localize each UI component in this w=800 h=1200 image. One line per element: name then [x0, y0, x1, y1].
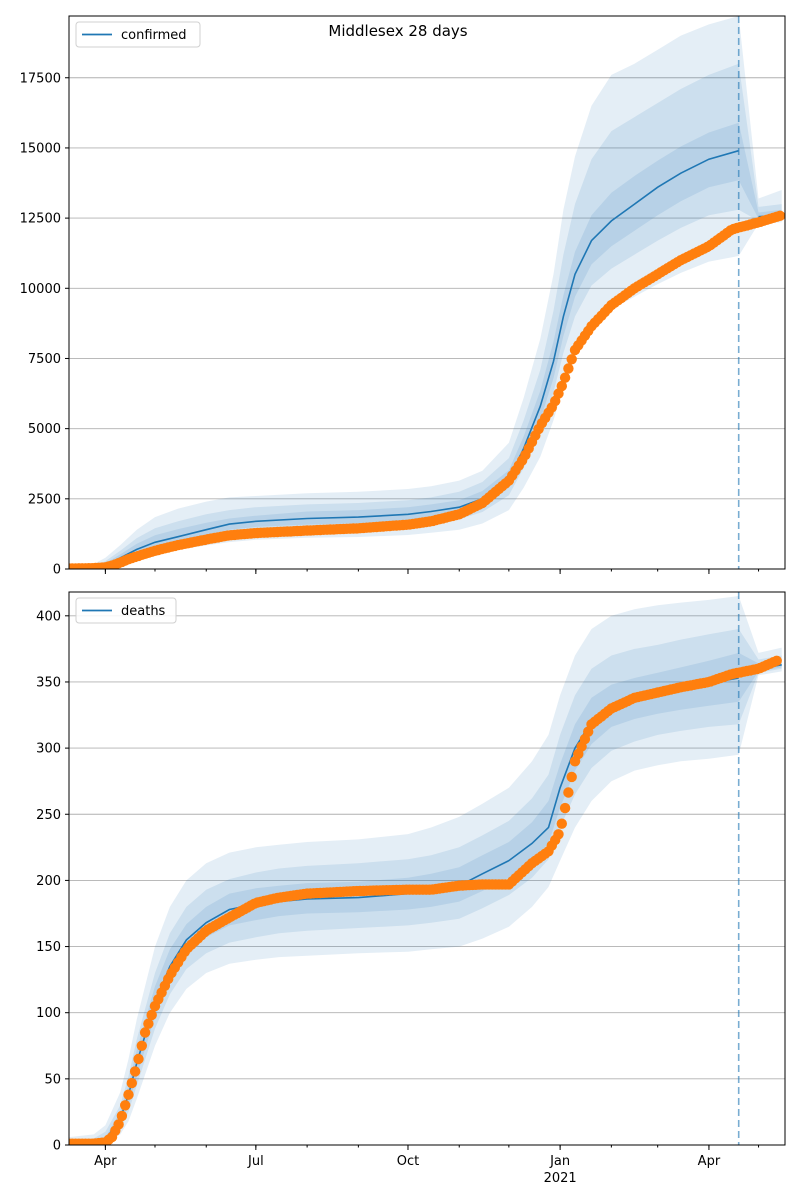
observed-point [143, 1018, 154, 1029]
observed-point [556, 380, 567, 392]
credible-band-outer [69, 596, 782, 1145]
y-tick-label: 5000 [28, 422, 61, 437]
y-tick-label: 300 [36, 742, 61, 757]
plot-area [69, 592, 782, 1145]
observed-point [771, 655, 782, 666]
y-tick-label: 17500 [20, 71, 61, 86]
y-tick-label: 350 [36, 675, 61, 690]
x-tick-label: Jan [549, 1154, 570, 1169]
y-tick-label: 12500 [20, 212, 61, 227]
y-tick-label: 15000 [20, 141, 61, 156]
observed-point [563, 363, 574, 374]
credible-band-middle [69, 63, 782, 569]
y-tick-label: 7500 [28, 352, 61, 367]
y-tick-label: 250 [36, 808, 61, 823]
median-line [69, 149, 739, 569]
legend-label: confirmed [121, 28, 187, 43]
y-tick-label: 100 [36, 1006, 61, 1021]
y-tick-label: 50 [44, 1072, 61, 1087]
x-tick-label: Apr [94, 1154, 117, 1169]
axes-frame [68, 15, 786, 570]
axes-frame [68, 591, 786, 1146]
y-tick-label: 400 [36, 609, 61, 624]
observed-point [120, 1100, 131, 1111]
plot-area [69, 16, 785, 569]
figure-title: Middlesex 28 days [328, 22, 467, 40]
y-tick-label: 200 [36, 874, 61, 889]
x-tick-label: Oct [397, 1154, 419, 1169]
credible-band-inner [69, 652, 782, 1145]
observed-point [559, 372, 571, 383]
observed-point [136, 1040, 147, 1052]
legend-box [75, 21, 201, 48]
y-tick-label: 0 [53, 1139, 61, 1154]
confirmed-panel: 0 2500 5000 7500 10000 12500 15000 17500 confirm… [20, 15, 786, 578]
observed-point [553, 829, 564, 840]
observed-point [129, 1066, 141, 1077]
observed-point [126, 1077, 137, 1089]
credible-band-outer [69, 16, 782, 569]
observed-point [556, 818, 567, 829]
y-tick-label: 10000 [20, 282, 61, 297]
x-tick-year-label: 2021 [544, 1171, 577, 1186]
observed-point [123, 1089, 134, 1100]
observed-point [139, 1027, 151, 1038]
y-tick-label: 2500 [28, 492, 61, 507]
observed-point [566, 771, 577, 783]
observed-point [116, 1110, 128, 1122]
observed-point [774, 210, 785, 221]
legend: deaths [75, 597, 177, 624]
observed-point [563, 787, 574, 798]
y-tick-label: 0 [53, 563, 61, 578]
observed-point [146, 1009, 157, 1021]
observed-point [133, 1053, 144, 1065]
deaths-panel: 0 50 100 150 200 250 300 350 400 Apr Jul Oct Jan 2021… [36, 591, 786, 1186]
observed-point [113, 1119, 124, 1130]
credible-band-inner [69, 122, 782, 569]
observed-point [559, 802, 571, 814]
legend: confirmed [75, 21, 201, 48]
legend-label: deaths [121, 604, 166, 619]
x-tick-label: Apr [698, 1154, 721, 1169]
y-tick-label: 150 [36, 940, 61, 955]
x-tick-label: Jul [247, 1154, 264, 1169]
legend-box [75, 597, 177, 624]
observed-point [566, 354, 577, 365]
